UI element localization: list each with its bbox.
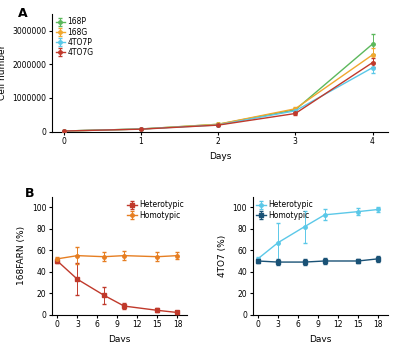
Text: B: B <box>25 187 34 200</box>
Y-axis label: 4TO7 (%): 4TO7 (%) <box>218 235 227 277</box>
Text: A: A <box>18 6 28 19</box>
X-axis label: Days: Days <box>209 152 231 161</box>
Y-axis label: Cell number: Cell number <box>0 45 7 101</box>
Legend: 168P, 168G, 4TO7P, 4TO7G: 168P, 168G, 4TO7P, 4TO7G <box>53 14 96 60</box>
X-axis label: Days: Days <box>108 335 131 342</box>
Legend: Heterotypic, Homotypic: Heterotypic, Homotypic <box>253 197 316 223</box>
Y-axis label: 168FARN (%): 168FARN (%) <box>17 226 26 285</box>
X-axis label: Days: Days <box>309 335 332 342</box>
Legend: Heterotypic, Homotypic: Heterotypic, Homotypic <box>124 197 187 223</box>
